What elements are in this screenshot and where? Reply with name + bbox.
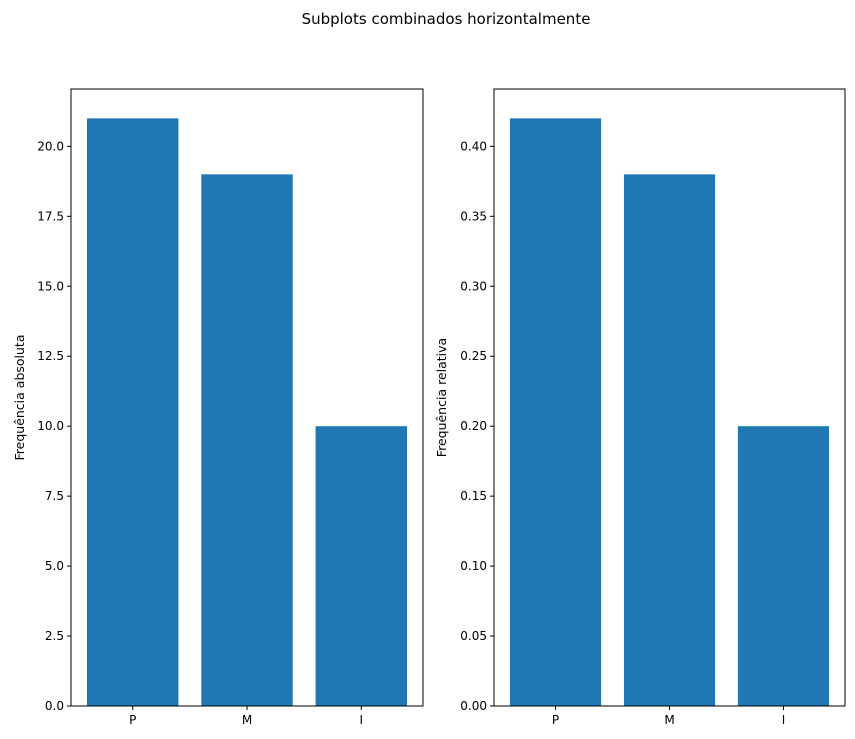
bar-absolute-m: [201, 174, 293, 706]
y-tick-label: 0.30: [460, 279, 487, 293]
axes-frame-absolute: [70, 88, 424, 707]
y-tick-label: 0.35: [460, 209, 487, 223]
bars-relative: [509, 118, 830, 706]
y-tick-label: 2.5: [45, 629, 64, 643]
y-ticks-relative: 0.00 0.05 0.10 0.15 0.20 0.25 0.30 0.35 0.40: [460, 139, 494, 713]
figure-suptitle: Subplots combinados horizontalmente: [302, 10, 591, 28]
axes-frame-relative: [493, 88, 846, 707]
y-tick-label: 0.10: [460, 559, 487, 573]
x-tick-label: I: [782, 713, 786, 727]
y-tick-label: 12.5: [37, 349, 64, 363]
y-tick-label: 0.40: [460, 139, 487, 153]
y-axis-label-relative: Frequência relativa: [434, 338, 449, 457]
y-tick-label: 15.0: [37, 279, 64, 293]
y-tick-label: 17.5: [37, 209, 64, 223]
y-tick-label: 7.5: [45, 489, 64, 503]
x-tick-label: M: [664, 713, 674, 727]
y-tick-label: 0.15: [460, 489, 487, 503]
y-axis-label-absolute: Frequência absoluta: [12, 335, 27, 461]
x-tick-label: P: [552, 713, 559, 727]
y-tick-label: 0.25: [460, 349, 487, 363]
x-tick-label: I: [360, 713, 364, 727]
x-tick-label: M: [242, 713, 252, 727]
y-tick-label: 0.00: [460, 699, 487, 713]
y-tick-label: 10.0: [37, 419, 64, 433]
y-tick-label: 0.05: [460, 629, 487, 643]
y-tick-label: 5.0: [45, 559, 64, 573]
bar-relative-i: [737, 426, 830, 706]
subplot-absolute-frequency: 0.0 2.5 5.0 7.5 10.0 12.5 15.0 17.5 20.0 P M I Fre…: [12, 88, 424, 727]
y-tick-label: 0.0: [45, 699, 64, 713]
bars-absolute: [87, 118, 407, 706]
y-ticks-absolute: 0.0 2.5 5.0 7.5 10.0 12.5 15.0 17.5 20.0: [37, 139, 71, 713]
y-tick-label: 0.20: [460, 419, 487, 433]
bar-absolute-p: [87, 118, 179, 706]
bar-relative-p: [509, 118, 602, 706]
bar-relative-m: [623, 174, 716, 706]
subplot-relative-frequency: 0.00 0.05 0.10 0.15 0.20 0.25 0.30 0.35 0.40 P M I…: [434, 88, 846, 727]
bar-absolute-i: [315, 426, 407, 706]
x-tick-label: P: [129, 713, 136, 727]
y-tick-label: 20.0: [37, 139, 64, 153]
